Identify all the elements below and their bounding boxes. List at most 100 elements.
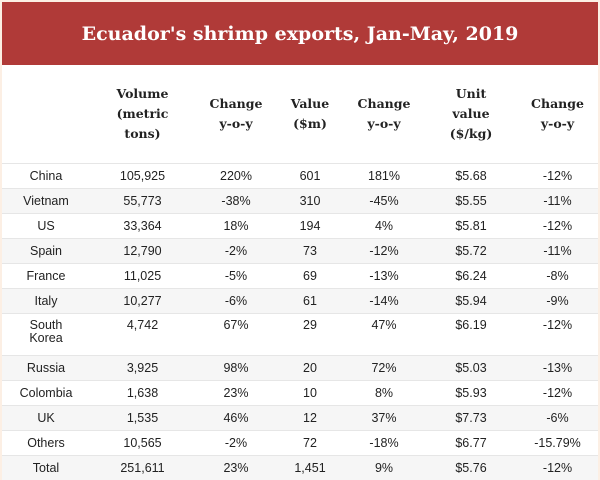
table-title: Ecuador's shrimp exports, Jan-May, 2019 xyxy=(2,2,598,65)
table-row: Italy 10,277 -6% 61 -14% $5.94 -9% xyxy=(2,288,598,314)
table-row: UK 1,535 46% 12 37% $7.73 -6% xyxy=(2,405,598,431)
value-cell: -12% xyxy=(517,380,598,406)
value-cell: -12% xyxy=(343,238,425,264)
table-row: France 11,025 -5% 69 -13% $6.24 -8% xyxy=(2,263,598,289)
value-cell: 47% xyxy=(343,313,425,356)
value-cell: 220% xyxy=(195,163,277,189)
value-cell: 251,611 xyxy=(90,455,195,480)
value-cell: -2% xyxy=(195,238,277,264)
column-header: Volume (metric tons) xyxy=(116,86,169,141)
exports-table: Volume (metric tons) Change y-o-y Value ($… xyxy=(2,65,598,480)
value-cell: 10 xyxy=(277,380,343,406)
country-cell: South Korea xyxy=(2,313,90,356)
value-cell: 105,925 xyxy=(90,163,195,189)
value-cell: 310 xyxy=(277,188,343,214)
value-cell: 4% xyxy=(343,213,425,239)
country-cell: Colombia xyxy=(2,380,90,406)
value-cell: -9% xyxy=(517,288,598,314)
value-cell: 20 xyxy=(277,355,343,381)
table-row: Russia 3,925 98% 20 72% $5.03 -13% xyxy=(2,355,598,381)
country-cell: Total xyxy=(2,455,90,480)
column-header: Value ($m) xyxy=(290,96,330,131)
value-cell: -2% xyxy=(195,430,277,456)
country-cell: US xyxy=(2,213,90,239)
value-cell: -12% xyxy=(517,163,598,189)
value-cell: 72 xyxy=(277,430,343,456)
column-header: Change y-o-y xyxy=(357,96,411,131)
country-cell: Vietnam xyxy=(2,188,90,214)
country-cell: China xyxy=(2,163,90,189)
value-cell: 10,277 xyxy=(90,288,195,314)
table-row: South Korea 4,742 67% 29 47% $6.19 -12% xyxy=(2,313,598,356)
value-cell: -12% xyxy=(517,455,598,480)
value-cell: 1,638 xyxy=(90,380,195,406)
value-cell: 10,565 xyxy=(90,430,195,456)
value-cell: $5.94 xyxy=(425,288,517,314)
country-cell: Russia xyxy=(2,355,90,381)
value-cell: 9% xyxy=(343,455,425,480)
country-cell: Spain xyxy=(2,238,90,264)
value-cell: 194 xyxy=(277,213,343,239)
value-cell: 1,535 xyxy=(90,405,195,431)
header-row: Volume (metric tons) Change y-o-y Value ($… xyxy=(2,65,598,164)
value-cell: $6.19 xyxy=(425,313,517,356)
value-cell: 98% xyxy=(195,355,277,381)
value-cell: -11% xyxy=(517,188,598,214)
value-cell: -13% xyxy=(517,355,598,381)
value-cell: 4,742 xyxy=(90,313,195,356)
value-cell: 33,364 xyxy=(90,213,195,239)
value-cell: -12% xyxy=(517,213,598,239)
value-cell: 8% xyxy=(343,380,425,406)
value-cell: 1,451 xyxy=(277,455,343,480)
value-cell: 23% xyxy=(195,455,277,480)
table-row: Others 10,565 -2% 72 -18% $6.77 -15.79% xyxy=(2,430,598,456)
table-row: Colombia 1,638 23% 10 8% $5.93 -12% xyxy=(2,380,598,406)
value-cell: $6.77 xyxy=(425,430,517,456)
value-cell: -15.79% xyxy=(517,430,598,456)
value-cell: -14% xyxy=(343,288,425,314)
value-cell: 3,925 xyxy=(90,355,195,381)
value-cell: 37% xyxy=(343,405,425,431)
table-row: US 33,364 18% 194 4% $5.81 -12% xyxy=(2,213,598,239)
value-cell: $5.72 xyxy=(425,238,517,264)
value-cell: $5.03 xyxy=(425,355,517,381)
value-cell: 61 xyxy=(277,288,343,314)
value-cell: -12% xyxy=(517,313,598,356)
value-cell: $5.68 xyxy=(425,163,517,189)
country-cell: UK xyxy=(2,405,90,431)
value-cell: -6% xyxy=(195,288,277,314)
value-cell: 73 xyxy=(277,238,343,264)
column-header: Unit value ($/kg) xyxy=(449,86,493,141)
table-row: Vietnam 55,773 -38% 310 -45% $5.55 -11% xyxy=(2,188,598,214)
table-row: Spain 12,790 -2% 73 -12% $5.72 -11% xyxy=(2,238,598,264)
value-cell: $5.76 xyxy=(425,455,517,480)
value-cell: $5.55 xyxy=(425,188,517,214)
country-cell: France xyxy=(2,263,90,289)
value-cell: -8% xyxy=(517,263,598,289)
value-cell: 72% xyxy=(343,355,425,381)
value-cell: -38% xyxy=(195,188,277,214)
value-cell: -6% xyxy=(517,405,598,431)
country-cell: Italy xyxy=(2,288,90,314)
country-cell: Others xyxy=(2,430,90,456)
value-cell: $6.24 xyxy=(425,263,517,289)
value-cell: 18% xyxy=(195,213,277,239)
value-cell: 29 xyxy=(277,313,343,356)
column-header: Change y-o-y xyxy=(531,96,584,131)
value-cell: 23% xyxy=(195,380,277,406)
value-cell: -18% xyxy=(343,430,425,456)
value-cell: 46% xyxy=(195,405,277,431)
value-cell: 12 xyxy=(277,405,343,431)
column-header xyxy=(2,65,90,164)
value-cell: $5.81 xyxy=(425,213,517,239)
value-cell: -5% xyxy=(195,263,277,289)
value-cell: $7.73 xyxy=(425,405,517,431)
table-row: China 105,925 220% 601 181% $5.68 -12% xyxy=(2,163,598,189)
column-header: Change y-o-y xyxy=(209,96,263,131)
value-cell: 12,790 xyxy=(90,238,195,264)
value-cell: -13% xyxy=(343,263,425,289)
value-cell: 11,025 xyxy=(90,263,195,289)
value-cell: 181% xyxy=(343,163,425,189)
value-cell: -11% xyxy=(517,238,598,264)
